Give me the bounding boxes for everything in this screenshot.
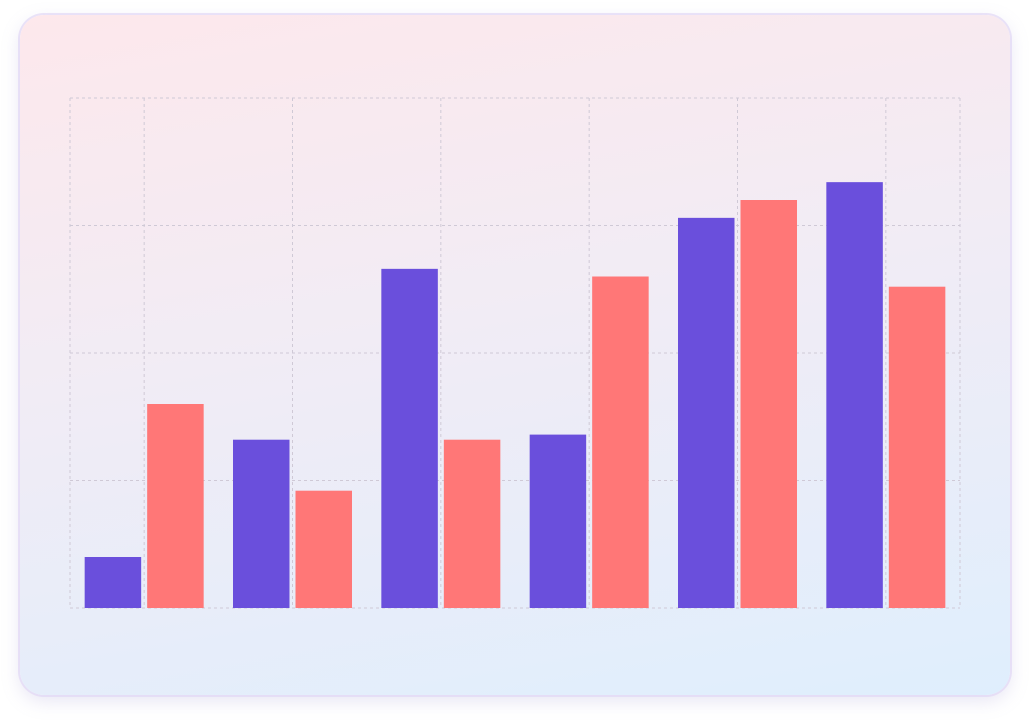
bar-series-1-category-2 [233, 439, 290, 608]
bar-series-1-category-4 [529, 434, 587, 608]
bar-series-2-category-1 [147, 404, 204, 608]
bar-series-2-category-4 [592, 276, 649, 608]
bar-series-2-category-6 [888, 286, 946, 608]
bar-series-2-category-5 [740, 200, 797, 608]
bar-chart [69, 97, 961, 609]
bar-series-1-category-6 [826, 182, 883, 608]
chart-card [20, 15, 1010, 695]
bar-series-2-category-3 [443, 439, 501, 608]
bar-series-1-category-5 [678, 217, 735, 608]
bars [84, 182, 946, 608]
bar-series-1-category-1 [84, 557, 142, 608]
grid [69, 97, 961, 609]
bar-series-1-category-3 [381, 268, 438, 608]
bar-series-2-category-2 [295, 490, 352, 608]
